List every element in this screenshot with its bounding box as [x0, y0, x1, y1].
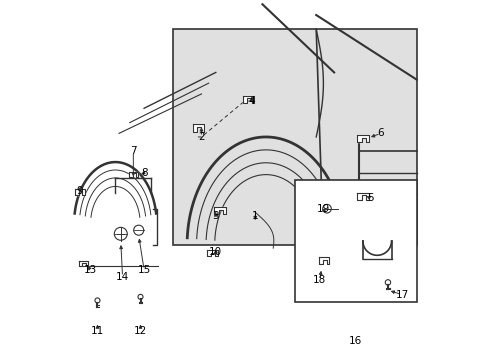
Text: 18: 18 [312, 275, 326, 285]
Text: 13: 13 [83, 265, 97, 275]
Polygon shape [75, 162, 156, 213]
Text: 4: 4 [248, 96, 254, 106]
Text: 17: 17 [395, 290, 408, 300]
Text: 5: 5 [366, 193, 372, 203]
Text: 7: 7 [130, 146, 136, 156]
Text: 15: 15 [137, 265, 150, 275]
Circle shape [138, 294, 142, 300]
Text: 8: 8 [141, 168, 147, 178]
Text: 16: 16 [348, 336, 362, 346]
Circle shape [322, 204, 330, 213]
Text: 3: 3 [212, 211, 219, 221]
Text: 10: 10 [209, 247, 222, 257]
Polygon shape [357, 193, 368, 200]
Text: 19: 19 [316, 204, 329, 214]
Text: 12: 12 [134, 325, 147, 336]
Circle shape [114, 227, 127, 240]
Polygon shape [242, 96, 254, 103]
Circle shape [95, 298, 100, 303]
Bar [294, 180, 416, 302]
Polygon shape [357, 135, 368, 142]
Text: 11: 11 [91, 325, 104, 336]
Polygon shape [79, 261, 87, 266]
Circle shape [385, 280, 390, 285]
Polygon shape [129, 171, 138, 177]
Text: 6: 6 [377, 129, 383, 138]
Text: 9: 9 [76, 186, 82, 196]
Circle shape [133, 225, 143, 235]
Text: 14: 14 [116, 272, 129, 282]
Bar [172, 30, 416, 244]
Polygon shape [214, 207, 225, 214]
Polygon shape [318, 257, 328, 264]
Polygon shape [75, 189, 84, 195]
Polygon shape [192, 125, 203, 132]
Text: 1: 1 [251, 211, 258, 221]
Polygon shape [207, 250, 217, 256]
Text: 2: 2 [198, 132, 204, 142]
